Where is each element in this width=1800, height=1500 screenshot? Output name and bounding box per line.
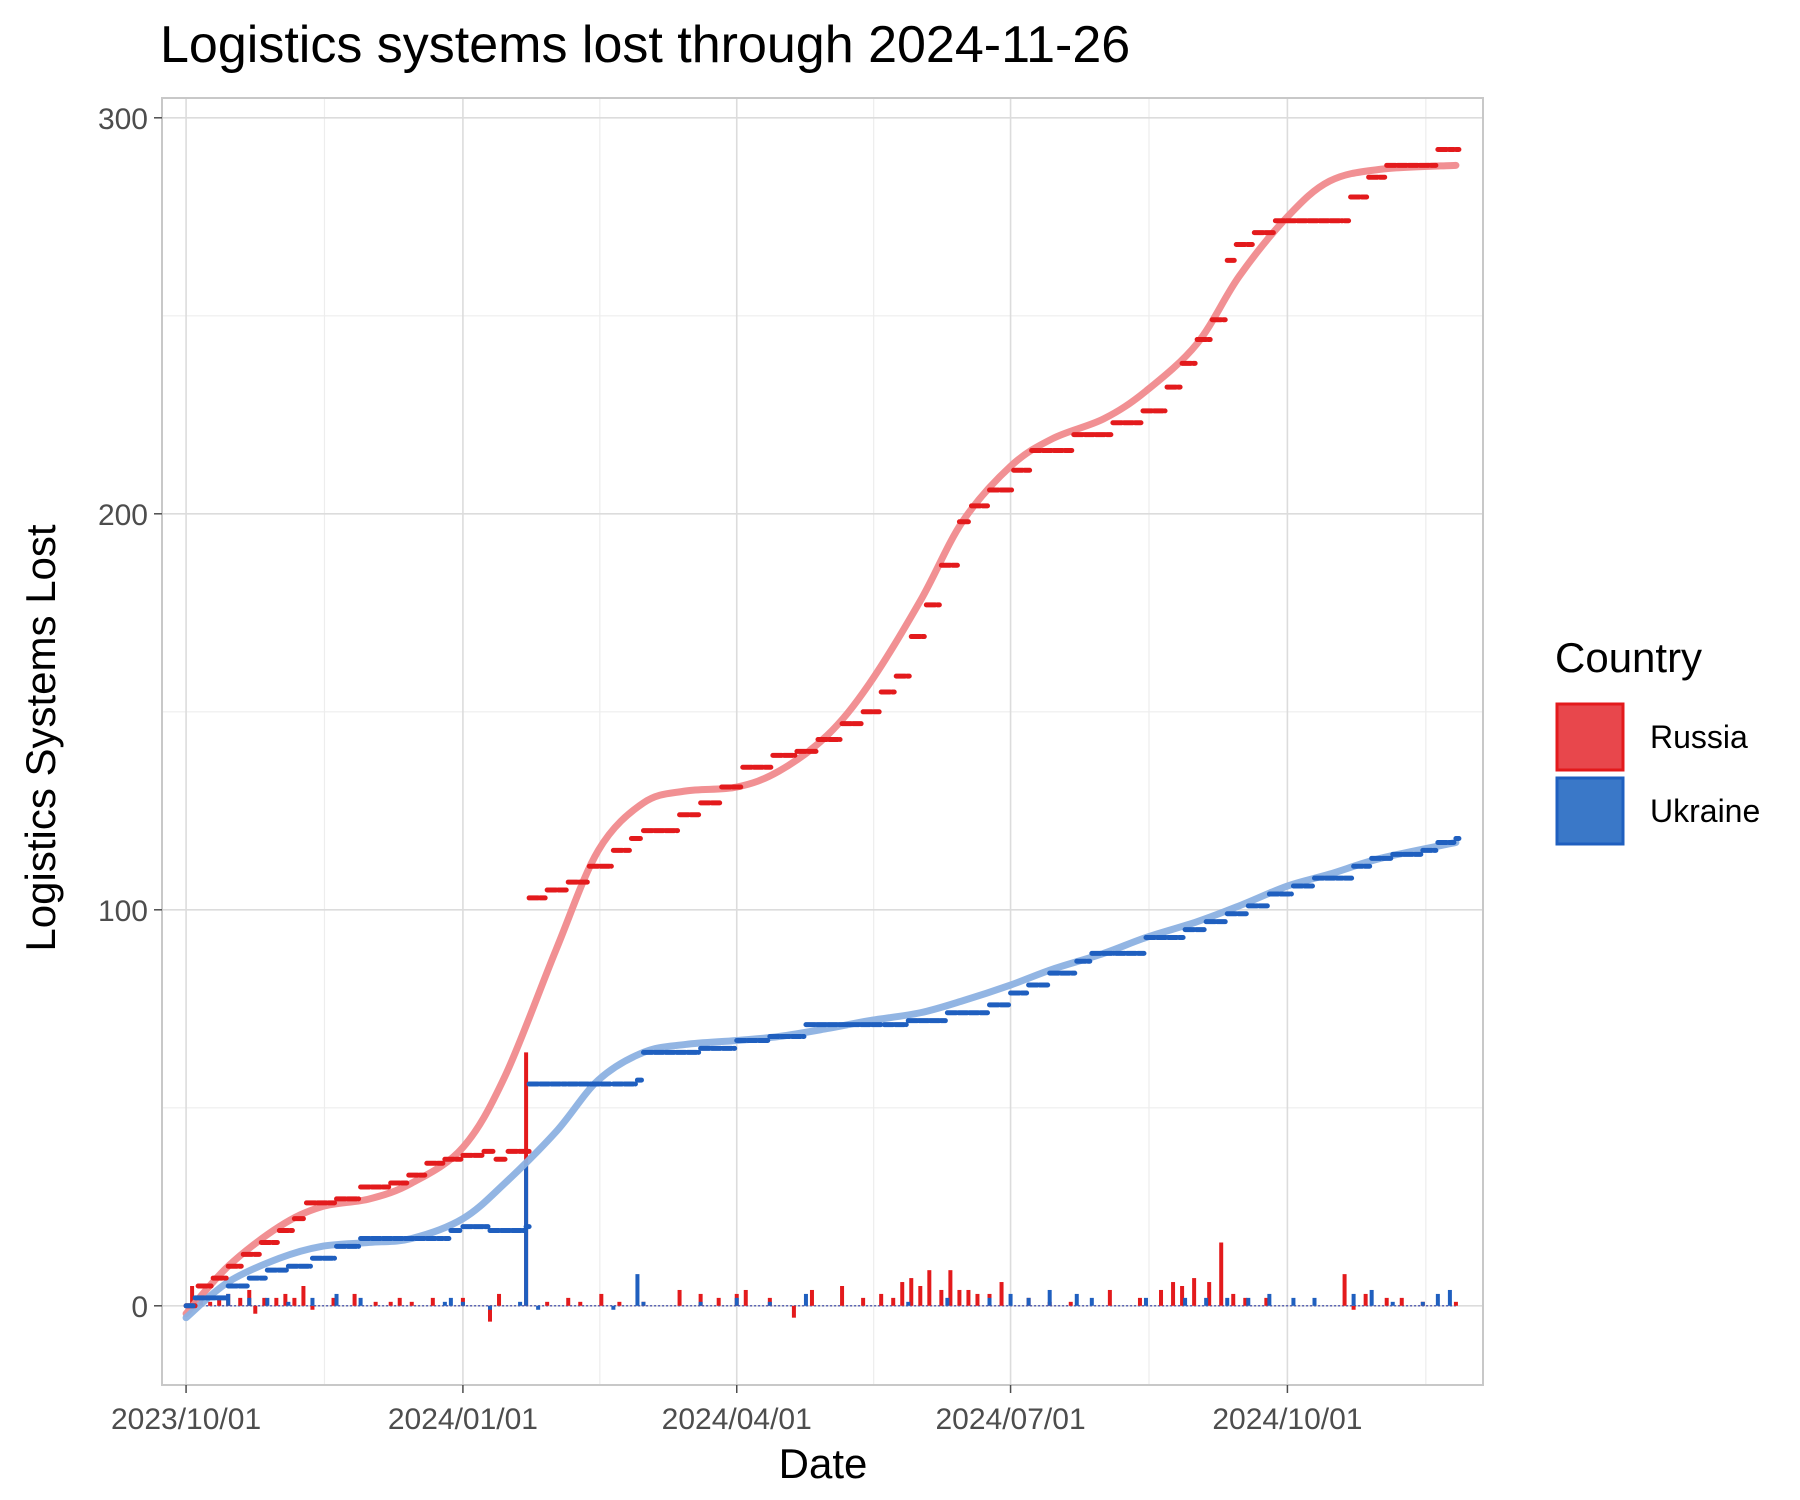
- y-tick-label: 200: [98, 499, 148, 532]
- legend-title: Country: [1555, 634, 1702, 681]
- x-tick-label: 2024/07/01: [935, 1403, 1085, 1436]
- daily-bars: [186, 1052, 1458, 1322]
- panel-border: [161, 97, 1484, 1386]
- legend-label-ukraine: Ukraine: [1650, 793, 1760, 829]
- x-tick-label: 2024/04/01: [662, 1403, 812, 1436]
- x-tick-label: 2023/10/01: [111, 1403, 261, 1436]
- legend: Country Russia Ukraine: [1555, 634, 1760, 846]
- y-tick-label: 100: [98, 895, 148, 928]
- x-tick-label: 2024/01/01: [388, 1403, 538, 1436]
- y-tick-label: 0: [131, 1291, 148, 1324]
- smooth-line-ukraine: [182, 838, 1460, 1322]
- chart-title: Logistics systems lost through 2024-11-2…: [160, 16, 1130, 74]
- y-axis-title: Logistics Systems Lost: [17, 524, 64, 951]
- y-tick-label: 300: [98, 103, 148, 136]
- cumulative-steps: [183, 146, 1462, 1309]
- minor-grid: [162, 98, 1483, 1385]
- legend-key-russia: [1555, 702, 1625, 772]
- x-axis-title: Date: [779, 1440, 868, 1487]
- y-axis-ticks: 0 100 200 300: [98, 103, 162, 1324]
- legend-label-russia: Russia: [1650, 719, 1748, 755]
- x-tick-label: 2024/10/01: [1212, 1403, 1362, 1436]
- x-axis-ticks: 2023/10/01 2024/01/01 2024/04/01 2024/07/01…: [111, 1385, 1362, 1436]
- legend-key-ukraine: [1555, 776, 1625, 846]
